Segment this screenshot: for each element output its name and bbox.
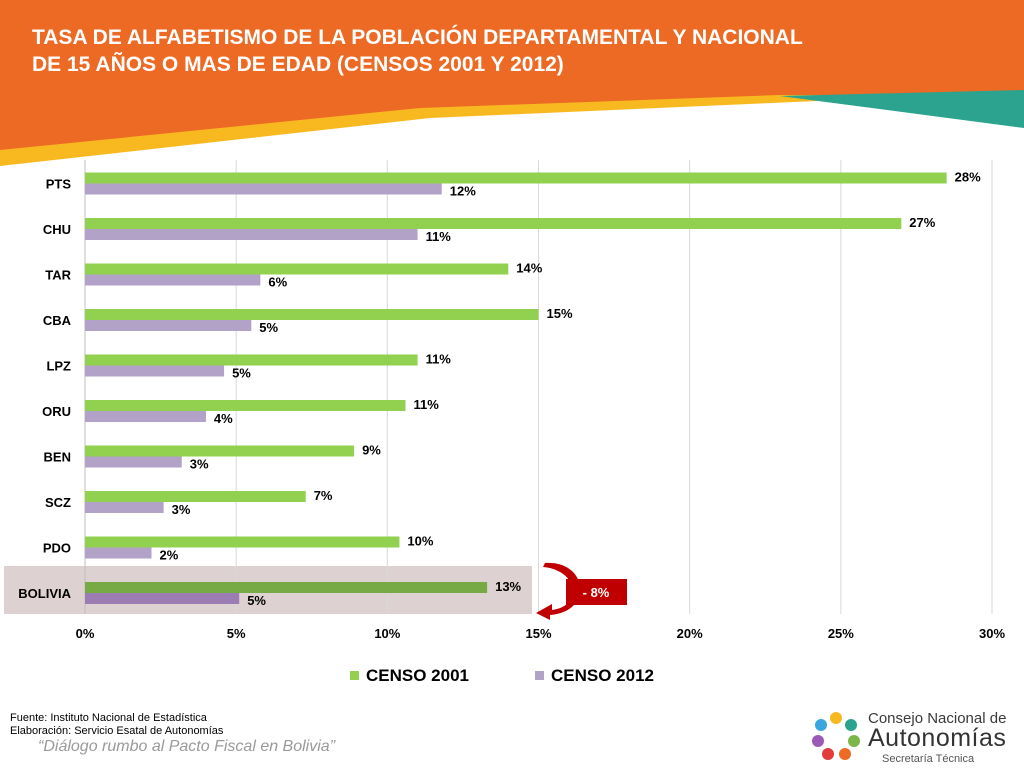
legend: CENSO 2001 CENSO 2012 — [350, 666, 654, 685]
category-label: SCZ — [45, 495, 71, 510]
bar-value-label: 15% — [547, 306, 573, 321]
category-labels: PTS CHU TAR CBA LPZ ORU BEN SCZ PDO BOLIVIA — [18, 177, 71, 602]
bar-value-label: 13% — [495, 579, 521, 594]
bar-value-label: 3% — [172, 502, 191, 517]
bar-censo-2012 — [85, 229, 418, 240]
bar-censo-2012 — [85, 502, 164, 513]
bar-value-label: 3% — [190, 457, 209, 472]
council-logo: Consejo Nacional de Autonomías Secretarí… — [810, 708, 1020, 765]
bar-censo-2012 — [85, 411, 206, 422]
bar-value-label: 11% — [413, 397, 439, 412]
page-title: TASA DE ALFABETISMO DE LA POBLACIÓN DEPA… — [32, 24, 932, 78]
tick-labels: 0% 5% 10% 15% 20% 25% 30% — [76, 626, 1006, 641]
legend-label-2012: CENSO 2012 — [551, 666, 654, 685]
bar-value-label: 6% — [268, 275, 287, 290]
bar-censo-2001 — [85, 491, 306, 502]
category-label: LPZ — [46, 359, 71, 374]
bar-chart: 28% 12% 27% 11% 14% 6% 15% 5% 11% 5% 11% 4% 9% 3% 7% 3%… — [4, 160, 1006, 685]
bar-censo-2001 — [85, 354, 418, 366]
x-tick-label: 25% — [828, 626, 854, 641]
bar-value-label: 5% — [247, 593, 266, 608]
bar-censo-2012 — [85, 274, 261, 286]
bar-censo-2001 — [85, 309, 539, 320]
elaboration-note: Elaboración: Servicio Esatal de Autonomí… — [10, 725, 224, 737]
bar-censo-2001 — [85, 263, 509, 275]
bars — [85, 172, 947, 604]
bar-value-label: 12% — [450, 184, 476, 199]
bar-value-label: 5% — [259, 320, 278, 335]
bar-censo-2001 — [85, 172, 947, 184]
x-tick-label: 10% — [374, 626, 400, 641]
legend-label-2001: CENSO 2001 — [366, 666, 469, 685]
teal-stripe — [780, 90, 1024, 128]
category-label: CBA — [43, 313, 72, 328]
category-label: PDO — [43, 541, 71, 556]
footer-notes: Fuente: Instituto Nacional de Estadístic… — [10, 712, 223, 738]
bar-censo-2001 — [85, 536, 400, 548]
title-line-2: DE 15 AÑOS O MAS DE EDAD (CENSOS 2001 Y … — [32, 53, 564, 76]
bar-value-label: 28% — [955, 170, 981, 185]
x-tick-label: 0% — [76, 626, 95, 641]
bar-censo-2012 — [85, 456, 182, 468]
title-line-1: TASA DE ALFABETISMO DE LA POBLACIÓN DEPA… — [32, 26, 803, 49]
bar-censo-2012 — [85, 547, 152, 559]
category-label: TAR — [45, 268, 71, 283]
legend-swatch-2012 — [535, 671, 544, 680]
category-label: CHU — [43, 222, 71, 237]
bar-labels: 28% 12% 27% 11% 14% 6% 15% 5% 11% 5% 11% 4% 9% 3% 7% 3%… — [160, 170, 982, 609]
hands-circle-logo-icon — [812, 712, 860, 760]
bar-censo-2001 — [85, 445, 355, 457]
bar-censo-2001 — [85, 218, 902, 229]
annotation-box — [566, 579, 627, 605]
category-label: BEN — [44, 450, 71, 465]
category-label: ORU — [42, 404, 71, 419]
annotation-label: - 8% — [583, 585, 610, 600]
bar-value-label: 11% — [426, 229, 452, 244]
x-tick-label: 5% — [227, 626, 246, 641]
bar-value-label: 14% — [516, 261, 542, 276]
slogan: “Diálogo rumbo al Pacto Fiscal en Bolivi… — [38, 738, 336, 755]
bar-value-label: 5% — [232, 366, 251, 381]
bar-censo-2001 — [85, 582, 488, 593]
bar-censo-2012 — [85, 183, 442, 195]
header-banner — [0, 0, 1024, 166]
category-label: BOLIVIA — [18, 586, 71, 601]
logo-line-1: Consejo Nacional de — [868, 710, 1007, 727]
bar-value-label: 10% — [407, 534, 433, 549]
bar-censo-2001 — [85, 400, 406, 411]
bar-censo-2012 — [85, 593, 240, 604]
x-tick-label: 15% — [525, 626, 551, 641]
logo-line-2: Autonomías — [868, 724, 1007, 752]
x-tick-label: 20% — [677, 626, 703, 641]
category-label: PTS — [46, 177, 72, 192]
logo-line-3: Secretaría Técnica — [882, 753, 975, 765]
bar-value-label: 11% — [426, 352, 452, 367]
source-note: Fuente: Instituto Nacional de Estadístic… — [10, 712, 207, 724]
bar-value-label: 27% — [909, 215, 935, 230]
bar-value-label: 2% — [160, 548, 179, 563]
change-annotation: - 8% — [536, 562, 627, 620]
x-tick-label: 30% — [979, 626, 1005, 641]
orange-band — [0, 0, 1024, 150]
bar-value-label: 7% — [314, 488, 333, 503]
legend-swatch-2001 — [350, 671, 359, 680]
bar-censo-2012 — [85, 365, 225, 377]
bar-value-label: 9% — [362, 443, 381, 458]
bar-value-label: 4% — [214, 411, 233, 426]
bar-censo-2012 — [85, 320, 252, 331]
curved-arrow-icon — [536, 562, 581, 620]
